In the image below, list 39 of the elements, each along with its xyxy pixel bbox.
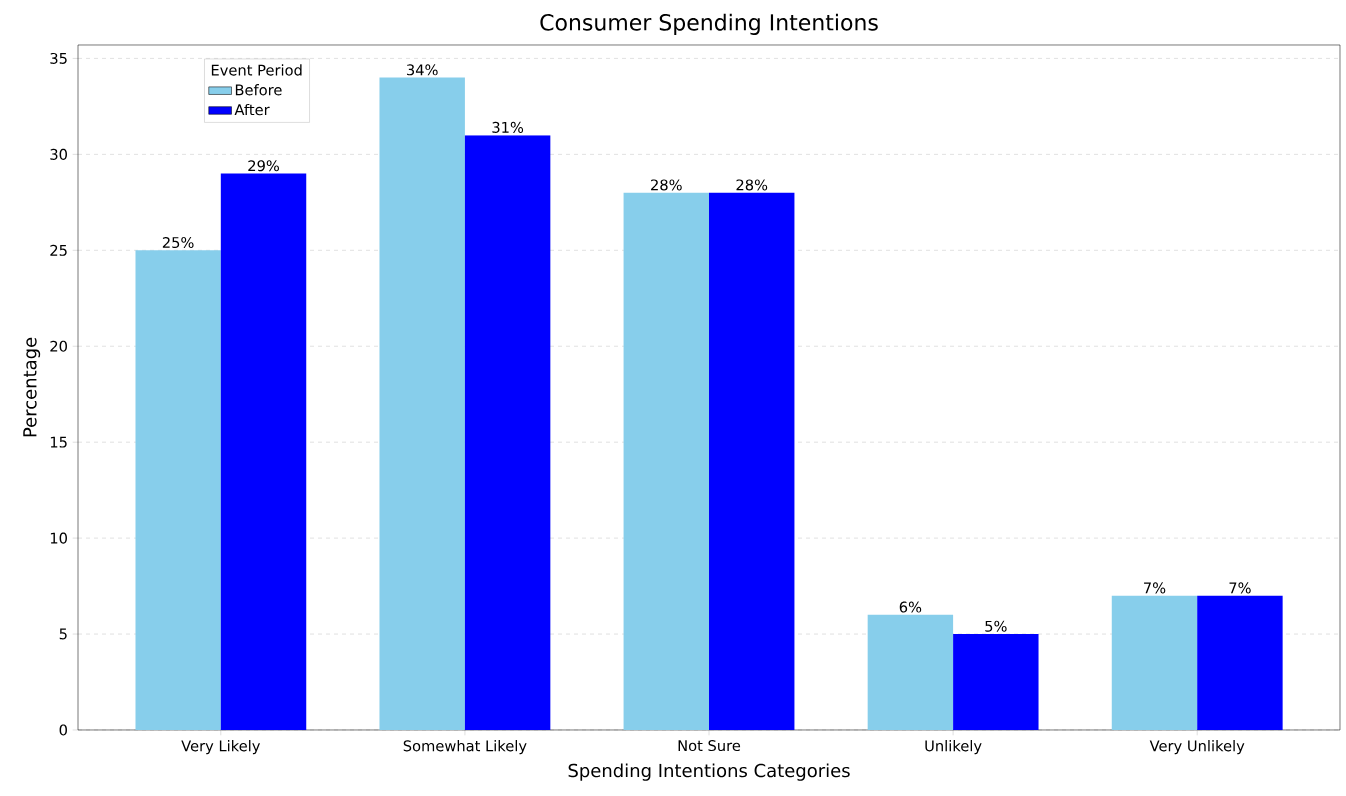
y-tick-label: 35 bbox=[50, 52, 67, 64]
x-tick-label: Somewhat Likely bbox=[403, 740, 527, 755]
bar bbox=[1111, 595, 1198, 730]
bar bbox=[953, 634, 1039, 730]
bar bbox=[709, 192, 795, 730]
y-tick-label: 15 bbox=[50, 436, 67, 448]
y-tick-label: 5 bbox=[59, 628, 67, 640]
legend-title: Event Period bbox=[211, 64, 302, 76]
chart-title: Consumer Spending Intentions bbox=[540, 13, 878, 35]
data-label: 7% bbox=[1144, 582, 1166, 594]
bar bbox=[623, 192, 710, 730]
legend-label: After bbox=[234, 103, 270, 116]
y-tick-label: 0 bbox=[59, 724, 67, 736]
bar bbox=[867, 614, 954, 730]
data-label: 5% bbox=[985, 620, 1007, 632]
y-tick-label: 20 bbox=[50, 340, 67, 352]
bar bbox=[135, 250, 221, 730]
data-label: 7% bbox=[1229, 582, 1251, 594]
data-label: 29% bbox=[248, 160, 279, 172]
bar bbox=[220, 173, 307, 730]
legend-label: Before bbox=[235, 84, 282, 96]
y-tick-label: 30 bbox=[50, 148, 67, 160]
data-label: 34% bbox=[407, 64, 438, 76]
x-tick-label: Very Unlikely bbox=[1149, 740, 1245, 755]
x-tick-label: Not Sure bbox=[678, 740, 741, 752]
x-axis-title: Spending Intentions Categories bbox=[568, 763, 850, 781]
data-label: 28% bbox=[736, 179, 768, 191]
bar bbox=[464, 135, 551, 730]
bar bbox=[1197, 595, 1283, 730]
data-label: 6% bbox=[899, 601, 922, 613]
data-label: 31% bbox=[492, 121, 524, 133]
y-axis-title: Percentage bbox=[23, 337, 41, 437]
data-label: 25% bbox=[162, 236, 194, 249]
y-tick-label: 10 bbox=[50, 532, 67, 544]
y-tick-label: 25 bbox=[50, 244, 67, 256]
x-tick-label: Unlikely bbox=[925, 740, 982, 755]
bar bbox=[379, 77, 465, 730]
data-label: 28% bbox=[651, 179, 682, 191]
x-tick-label: Very Likely bbox=[181, 740, 261, 755]
